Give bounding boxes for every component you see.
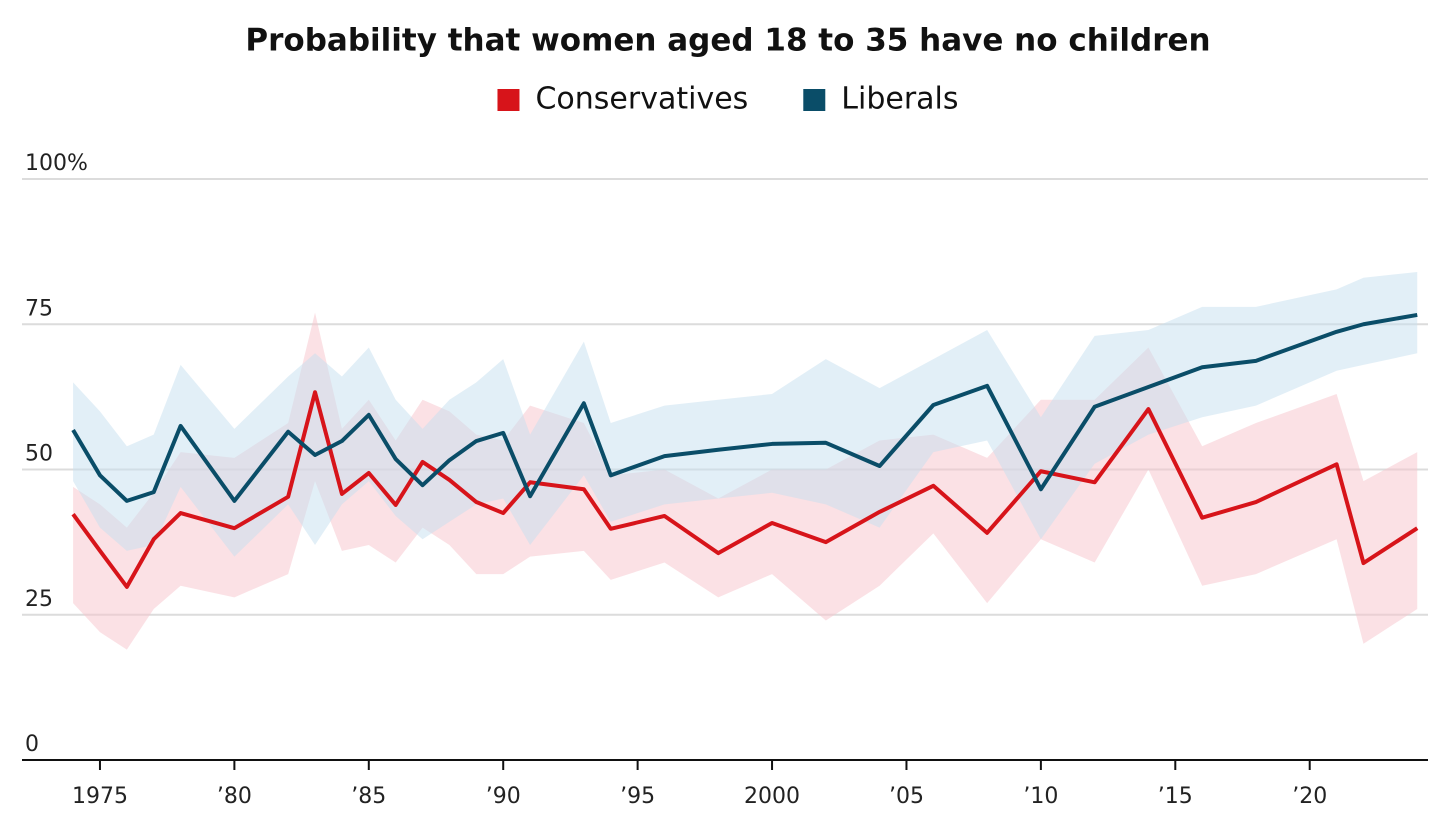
chart-title: Probability that women aged 18 to 35 hav…: [245, 23, 1210, 59]
x-tick-label: 2000: [744, 784, 800, 809]
x-tick-label: 1975: [72, 784, 128, 809]
legend-swatch: [803, 89, 826, 111]
x-tick-label: ’80: [217, 784, 252, 809]
x-tick-label: ’15: [1158, 784, 1193, 809]
legend-item: Liberals: [803, 82, 959, 117]
x-tick-label: ’20: [1292, 784, 1327, 809]
y-tick-label: 0: [25, 732, 39, 757]
x-tick-label: ’90: [486, 784, 521, 809]
legend-label: Conservatives: [535, 82, 748, 117]
x-tick-label: ’95: [620, 784, 655, 809]
series-line: [71, 312, 1418, 503]
x-tick-label: ’05: [889, 784, 924, 809]
legend-swatch: [497, 89, 520, 111]
y-tick-label: 100%: [25, 151, 88, 176]
y-tick-label: 25: [25, 587, 53, 612]
legend-label: Liberals: [841, 82, 958, 117]
series-line: [71, 390, 1419, 589]
legend-item: Conservatives: [497, 82, 748, 117]
y-tick-label: 75: [25, 296, 53, 321]
y-tick-label: 50: [25, 442, 53, 467]
legend: Conservatives Liberals: [497, 82, 959, 117]
x-tick-label: ’10: [1023, 784, 1058, 809]
x-tick-label: ’85: [351, 784, 386, 809]
